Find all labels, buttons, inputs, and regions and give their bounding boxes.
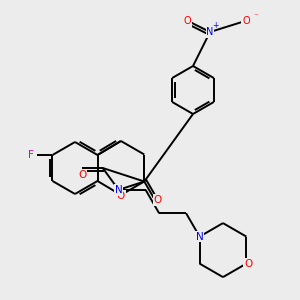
Text: O: O [242,16,250,26]
Text: O: O [244,259,253,269]
Text: O: O [154,195,162,205]
Text: +: + [212,20,218,29]
Text: ⁻: ⁻ [254,13,258,22]
Text: N: N [196,232,203,242]
Text: N: N [115,185,122,195]
Text: O: O [183,16,191,26]
Text: O: O [117,191,125,201]
Text: N: N [206,27,214,37]
Text: O: O [78,170,87,180]
Text: F: F [28,150,34,160]
